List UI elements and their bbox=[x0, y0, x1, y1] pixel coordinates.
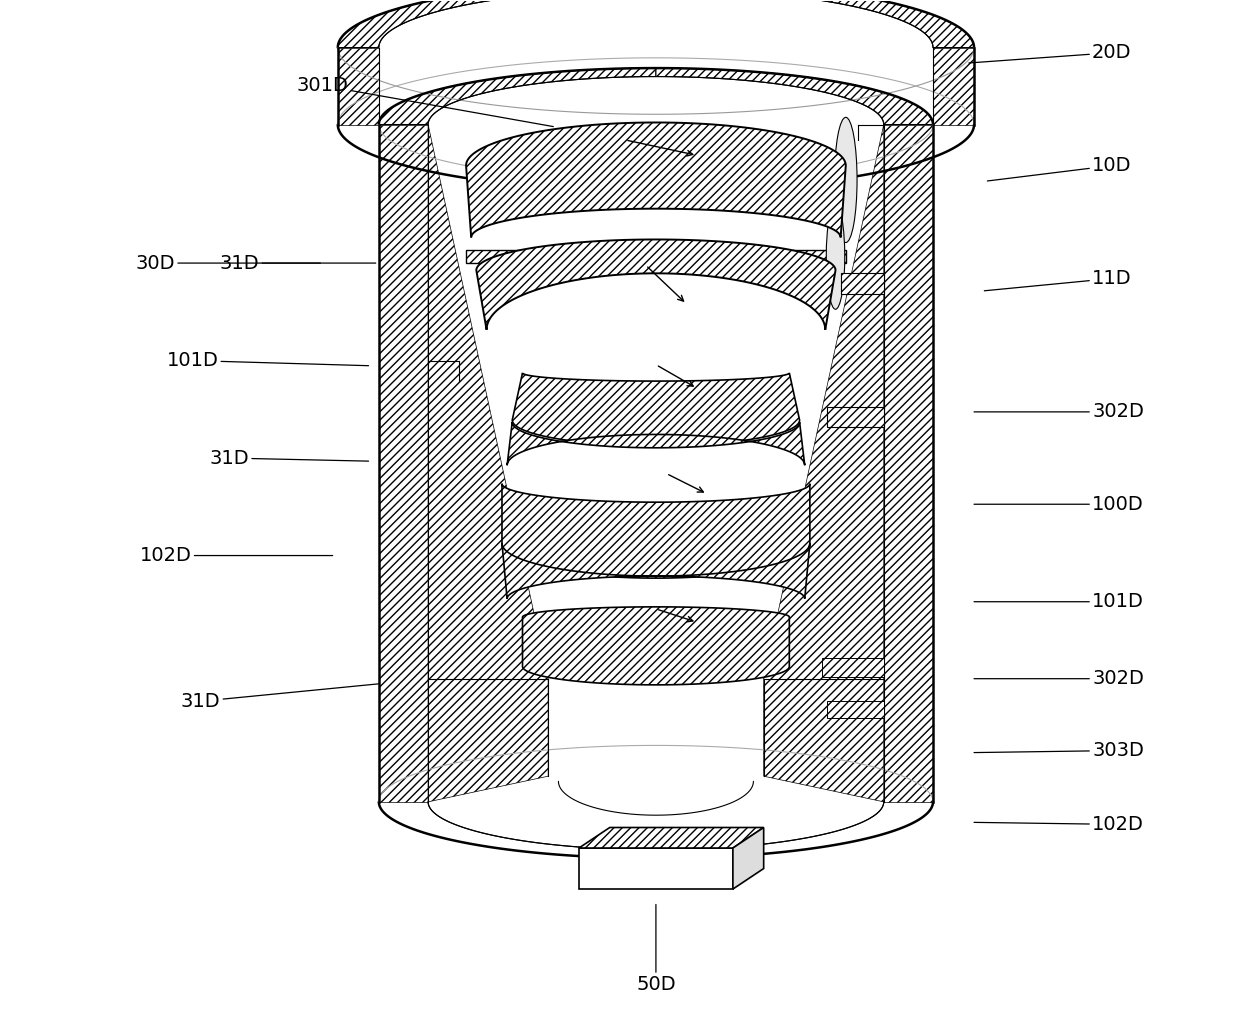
Polygon shape bbox=[733, 827, 764, 889]
Text: 101D: 101D bbox=[166, 351, 368, 370]
Text: 31D: 31D bbox=[181, 684, 379, 711]
Polygon shape bbox=[502, 543, 810, 599]
Polygon shape bbox=[522, 607, 790, 685]
Polygon shape bbox=[827, 406, 884, 427]
Polygon shape bbox=[337, 47, 379, 125]
Polygon shape bbox=[507, 422, 805, 465]
Polygon shape bbox=[466, 250, 846, 263]
Text: 302D: 302D bbox=[975, 402, 1145, 422]
Text: 30D: 30D bbox=[135, 253, 320, 273]
Polygon shape bbox=[579, 827, 764, 848]
Polygon shape bbox=[466, 122, 846, 238]
Polygon shape bbox=[932, 47, 975, 125]
Polygon shape bbox=[337, 0, 656, 47]
Polygon shape bbox=[502, 484, 810, 578]
Polygon shape bbox=[512, 372, 800, 446]
Text: 101D: 101D bbox=[975, 593, 1145, 611]
Polygon shape bbox=[827, 702, 884, 717]
Text: 10D: 10D bbox=[987, 156, 1132, 181]
Polygon shape bbox=[656, 68, 932, 125]
Ellipse shape bbox=[826, 204, 844, 310]
Text: 100D: 100D bbox=[975, 495, 1143, 513]
Polygon shape bbox=[428, 125, 548, 802]
Text: 11D: 11D bbox=[985, 269, 1132, 291]
Text: 303D: 303D bbox=[975, 741, 1145, 760]
Polygon shape bbox=[884, 125, 932, 802]
Text: 302D: 302D bbox=[975, 669, 1145, 688]
Polygon shape bbox=[764, 125, 884, 802]
Polygon shape bbox=[379, 125, 428, 802]
Polygon shape bbox=[822, 659, 884, 677]
Polygon shape bbox=[476, 240, 836, 329]
Text: 31D: 31D bbox=[210, 449, 368, 467]
Text: 20D: 20D bbox=[968, 43, 1132, 63]
Ellipse shape bbox=[835, 117, 857, 243]
Text: 301D: 301D bbox=[296, 76, 553, 127]
Polygon shape bbox=[656, 0, 975, 47]
Text: 50D: 50D bbox=[636, 904, 676, 994]
Polygon shape bbox=[379, 68, 656, 125]
Text: 31D: 31D bbox=[219, 253, 376, 273]
Text: 102D: 102D bbox=[975, 815, 1145, 833]
FancyBboxPatch shape bbox=[579, 848, 733, 889]
Polygon shape bbox=[841, 274, 884, 294]
Text: 102D: 102D bbox=[140, 546, 332, 565]
